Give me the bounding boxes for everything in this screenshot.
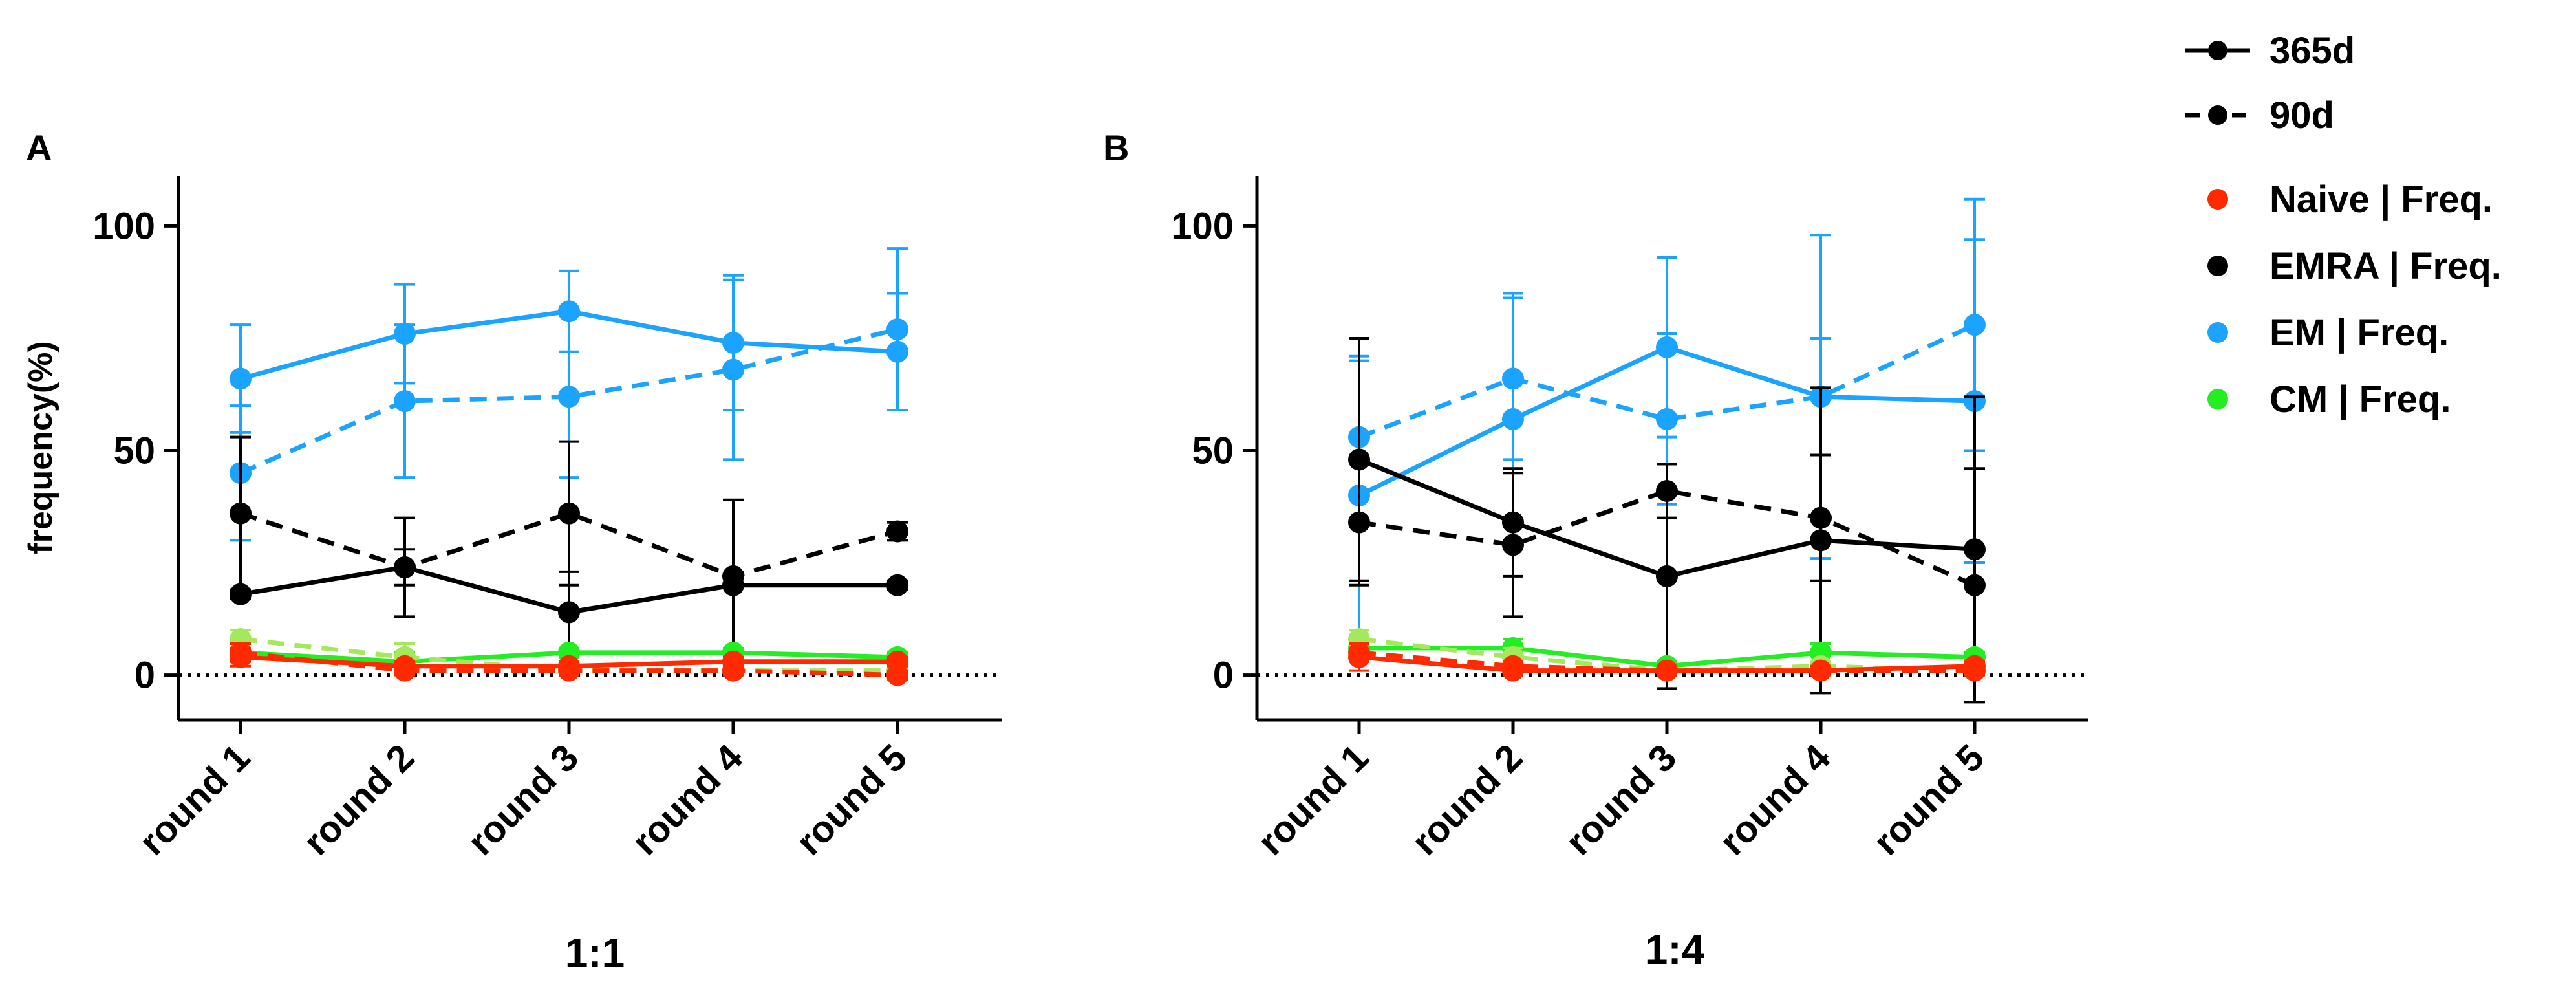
- data-point: [558, 502, 580, 525]
- data-point: [394, 390, 416, 413]
- data-point: [722, 565, 744, 587]
- data-point: [230, 367, 252, 390]
- x-tick-label: round 2: [1404, 736, 1530, 863]
- legend-marker: [2207, 189, 2228, 210]
- legend-marker: [2207, 256, 2228, 276]
- y-axis-label: frequency(%): [22, 341, 59, 554]
- x-tick-label: round 5: [1865, 736, 1992, 863]
- panel-letter-b: B: [1103, 127, 1129, 168]
- y-tick-label: 0: [134, 655, 155, 697]
- data-point: [1656, 408, 1678, 430]
- data-point: [230, 641, 252, 664]
- x-tick-label: round 1: [131, 736, 258, 863]
- data-point: [1502, 655, 1524, 677]
- legend-marker: [2207, 322, 2228, 343]
- data-point: [1656, 565, 1678, 587]
- data-point: [558, 659, 580, 682]
- data-point: [1656, 479, 1678, 502]
- series-em-90d: [230, 247, 908, 542]
- x-tick-label: round 2: [295, 736, 422, 863]
- data-point: [722, 358, 744, 381]
- data-point: [1810, 659, 1832, 682]
- data-point: [1964, 314, 1986, 336]
- data-point: [1502, 534, 1524, 556]
- legend-label-population: EMRA | Freq.: [2270, 245, 2502, 287]
- data-point: [1656, 659, 1678, 682]
- data-point: [722, 659, 744, 682]
- legend: 365d 90d Naive | Freq. EMRA | Freq. EM | Fre…: [2185, 30, 2502, 420]
- data-point: [558, 386, 580, 408]
- legend-label-population: CM | Freq.: [2270, 378, 2451, 420]
- legend-marker: [2208, 41, 2227, 60]
- legend-label-population: Naive | Freq.: [2270, 179, 2493, 221]
- x-tick-label: round 3: [1558, 736, 1684, 863]
- panel-b: B 1:4 0 50 100 round 1 round 2 round 3 round 4…: [1103, 127, 2088, 973]
- data-point: [230, 502, 252, 525]
- legend-label-90d: 90d: [2270, 94, 2334, 136]
- panel-letter-a: A: [26, 127, 52, 168]
- data-point: [1964, 659, 1986, 682]
- x-axis-title-a: 1:1: [565, 930, 625, 976]
- x-axis-title-b: 1:4: [1645, 926, 1705, 973]
- series-line: [239, 327, 898, 475]
- y-tick-label: 50: [113, 430, 155, 472]
- data-point: [886, 520, 908, 543]
- x-tick-label: round 4: [624, 736, 751, 863]
- data-point: [886, 318, 908, 341]
- series-line: [1358, 488, 1976, 587]
- x-tick-label: round 5: [788, 736, 915, 863]
- x-tick-label: round 3: [460, 736, 586, 863]
- data-point: [886, 664, 908, 686]
- series-line: [1358, 322, 1976, 439]
- data-point: [1502, 367, 1524, 390]
- series-naive-90d: [230, 641, 908, 686]
- series-line: [239, 511, 898, 579]
- legend-label-365d: 365d: [2270, 30, 2355, 72]
- data-point: [1964, 574, 1986, 596]
- y-tick-label: 100: [92, 205, 155, 247]
- y-tick-label: 0: [1213, 655, 1234, 697]
- x-tick-label: round 4: [1712, 736, 1838, 863]
- series-naive-90d: [1348, 641, 1986, 682]
- data-point: [1810, 506, 1832, 529]
- data-point: [394, 556, 416, 578]
- legend-label-population: EM | Freq.: [2270, 312, 2449, 354]
- legend-marker: [2207, 389, 2228, 409]
- y-tick-label: 50: [1192, 430, 1234, 472]
- data-point: [394, 659, 416, 682]
- series-emra-90d: [230, 435, 908, 654]
- data-point: [1348, 511, 1370, 534]
- data-point: [558, 601, 580, 624]
- data-point: [886, 574, 908, 596]
- data-point: [1348, 641, 1370, 664]
- panel-a: A frequency(%) 1:1 0 50 100 round 1 round 2 r…: [22, 127, 1002, 976]
- y-tick-label: 100: [1171, 205, 1234, 247]
- x-tick-label: round 1: [1250, 736, 1377, 863]
- legend-marker: [2208, 105, 2227, 125]
